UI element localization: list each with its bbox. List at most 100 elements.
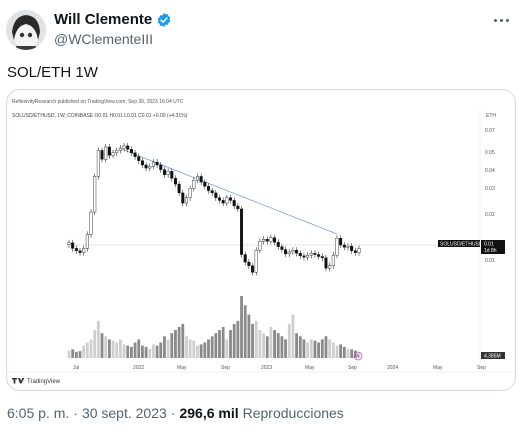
y-tick-label: 0.01 — [485, 258, 495, 264]
y-tick-label: 0.03 — [485, 186, 495, 192]
candle — [151, 161, 155, 167]
volume-bar — [152, 344, 155, 358]
volume-bar — [170, 333, 174, 358]
avatar[interactable] — [6, 10, 46, 50]
x-tick-label: May — [177, 365, 187, 371]
volume-bar — [192, 340, 196, 358]
volume-bar — [284, 339, 287, 358]
candle — [320, 256, 324, 259]
x-tick-label: Jul — [73, 365, 79, 371]
volume-bar — [346, 348, 350, 358]
author-name-row[interactable]: Will Clemente — [54, 11, 172, 28]
volume-bar — [306, 342, 310, 358]
volume-bar — [357, 351, 361, 358]
candle — [162, 169, 166, 175]
x-tick-label: Sep — [477, 365, 486, 371]
volume-bar — [133, 342, 137, 358]
candle — [265, 239, 269, 242]
volume-bar — [324, 336, 328, 358]
candle — [129, 149, 133, 154]
candle — [298, 253, 302, 257]
chart-symbol-line: SOLUSD/ETHUSD, 1W, COINBASE O0.01 H0.01 … — [12, 113, 188, 119]
volume-bar — [317, 342, 321, 358]
volume-bar — [320, 339, 324, 358]
volume-bar — [232, 323, 236, 358]
volume-bar — [280, 336, 284, 358]
tweet-time[interactable]: 6:05 p. m. — [7, 405, 70, 421]
lightning-icon — [356, 353, 360, 359]
candle — [350, 245, 354, 251]
volume-bar — [196, 345, 199, 358]
candle — [218, 197, 222, 201]
candle — [173, 178, 177, 185]
views-count: 296,6 mil — [179, 405, 239, 421]
candle — [273, 237, 277, 243]
volume-bar — [177, 327, 181, 358]
volume-bar — [100, 333, 104, 358]
volume-bar — [96, 320, 100, 358]
volume-bar — [111, 340, 115, 358]
candle — [254, 249, 258, 273]
volume-bar — [353, 350, 357, 358]
volume-bar — [291, 314, 295, 358]
dot-separator: · — [73, 405, 78, 421]
volume-bar — [287, 323, 291, 358]
x-tick-label: May — [305, 365, 315, 371]
trendline — [118, 147, 338, 235]
candle — [144, 164, 148, 169]
candle — [247, 261, 251, 267]
volume-bar — [93, 330, 97, 358]
volume-bar — [251, 323, 254, 358]
volume-bar — [236, 320, 240, 358]
candle — [177, 183, 181, 194]
candle — [276, 242, 280, 247]
volume-bar — [313, 340, 317, 358]
candle — [148, 166, 152, 169]
candle — [96, 150, 100, 177]
candle — [331, 254, 335, 267]
candle — [251, 265, 255, 273]
volume-bar — [130, 346, 133, 358]
avatar-image — [6, 10, 46, 50]
volume-bar — [229, 330, 232, 358]
volume-bar — [118, 339, 122, 358]
candle — [353, 250, 357, 253]
candle — [71, 242, 75, 249]
more-options-icon[interactable] — [490, 14, 512, 26]
volume-bar — [265, 336, 269, 358]
candle — [181, 192, 185, 204]
volume-bar — [269, 327, 273, 358]
candle — [335, 238, 339, 256]
candle — [302, 255, 306, 258]
candle — [89, 211, 93, 235]
volume-bar — [115, 342, 119, 358]
y-tick-label: 0.07 — [485, 128, 495, 134]
candle — [339, 238, 343, 246]
display-name[interactable]: Will Clemente — [54, 11, 153, 28]
volume-bar — [295, 333, 298, 358]
volume-bar — [258, 330, 262, 358]
volume-bar — [214, 333, 218, 358]
volume-bar — [221, 327, 225, 358]
candle — [328, 265, 332, 269]
candle — [166, 171, 170, 175]
candle — [342, 244, 346, 248]
volume-bar — [309, 339, 313, 358]
volume-bar — [104, 336, 108, 358]
volume-bar — [254, 320, 258, 358]
chart-image[interactable]: ReflexivityResearch published on Trading… — [6, 89, 516, 391]
volume-bar — [298, 336, 302, 358]
x-tick-label: 2024 — [387, 365, 398, 371]
volume-bar — [225, 339, 229, 358]
candle — [137, 156, 141, 161]
candle — [236, 205, 240, 210]
candle — [82, 248, 86, 253]
price-countdown: 1d 8h — [484, 248, 497, 254]
price-label-box — [438, 240, 480, 247]
user-handle[interactable]: @WClementeIII — [54, 31, 154, 47]
candle — [229, 197, 233, 201]
y-tick-label: 0.02 — [485, 212, 495, 218]
tweet-date[interactable]: 30 sept. 2023 — [81, 405, 167, 421]
candle — [100, 150, 104, 160]
candle — [210, 190, 214, 194]
